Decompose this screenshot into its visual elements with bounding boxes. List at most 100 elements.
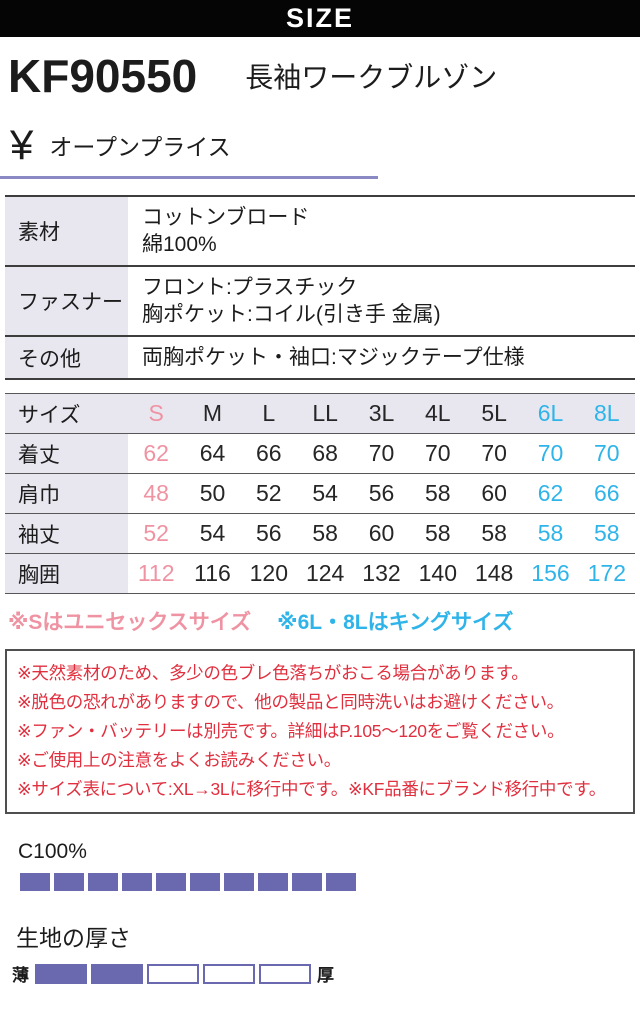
spec-value-line: フロント:プラスチック <box>142 276 358 299</box>
size-row-label: 肩巾 <box>5 474 128 513</box>
size-column-LL: LL <box>312 400 338 426</box>
size-value: 70 <box>481 440 507 466</box>
thickness-min-label: 薄 <box>12 966 29 985</box>
thickness-boxes <box>35 963 311 984</box>
size-value: 120 <box>249 560 288 586</box>
size-value: 66 <box>256 440 282 466</box>
spec-row-label: 素材 <box>5 197 128 265</box>
size-value: 58 <box>594 520 620 546</box>
material-square <box>258 873 288 891</box>
size-table: サイズ S M L LL 3L 4L 5L 6L 8L 着丈 62 64 66 68 70 70 70 70 70 肩巾… <box>5 393 635 594</box>
thickness-box <box>203 963 255 984</box>
size-column-3L: 3L <box>368 400 395 426</box>
size-header-label: サイズ <box>5 394 128 433</box>
size-value: 54 <box>199 520 226 546</box>
size-value: 56 <box>256 520 282 546</box>
price-row: ¥ オープンプライス <box>10 122 640 168</box>
size-value: 58 <box>312 520 338 546</box>
material-square <box>190 873 220 891</box>
warning-line-0: ※天然素材のため、多少の色ブレ色落ちがおこる場合があります。 <box>17 663 529 683</box>
material-bar <box>20 873 640 891</box>
spec-value-line: コットンブロード <box>142 206 310 229</box>
material-square <box>20 873 50 891</box>
spec-row-2: その他 両胸ポケット・袖口:マジックテープ仕様 <box>5 337 635 380</box>
material-square <box>292 873 322 891</box>
material-square <box>326 873 356 891</box>
size-value: 64 <box>199 440 226 466</box>
thickness-scale: 薄 厚 <box>12 961 640 986</box>
size-header-title: SIZE <box>285 3 354 33</box>
spec-table: 素材 コットンブロード 綿100% ファスナー フロント:プラスチック 胸ポケット:コイル… <box>5 195 635 380</box>
size-value: 60 <box>368 520 395 546</box>
size-value: 124 <box>305 560 345 586</box>
material-square <box>224 873 254 891</box>
size-row-label: 胸囲 <box>5 554 128 593</box>
size-column-5L: 5L <box>481 400 507 426</box>
product-name: 長袖ワークブルゾン <box>245 62 498 93</box>
warning-line-1: ※脱色の恐れがありますので、他の製品と同時洗いはお避けください。 <box>17 692 564 712</box>
size-note-1: ※6L・8Lはキングサイズ <box>277 611 514 634</box>
size-value: 60 <box>481 480 507 506</box>
size-value: 48 <box>143 480 169 506</box>
size-value: 52 <box>256 480 282 506</box>
size-column-S: S <box>148 400 164 426</box>
size-value: 68 <box>312 440 338 466</box>
size-value: 70 <box>368 440 395 466</box>
size-row-label: 着丈 <box>5 434 128 473</box>
material-composition: C100% <box>0 840 640 891</box>
thickness-max-label: 厚 <box>317 966 334 985</box>
size-value: 58 <box>537 520 564 546</box>
size-row-3: 胸囲 112 116 120 124 132 140 148 156 172 <box>5 554 635 594</box>
size-value: 70 <box>537 440 564 466</box>
size-spec-page: SIZE KF90550 長袖ワークブルゾン ¥ オープンプライス 素材 コットン… <box>0 0 640 986</box>
spec-row-value: コットンブロード 綿100% <box>128 197 635 265</box>
size-value: 66 <box>594 480 620 506</box>
price-text: オープンプライス <box>49 134 231 160</box>
product-code: KF90550 <box>8 50 198 102</box>
size-notes: ※Sはユニセックスサイズ ※6L・8Lはキングサイズ <box>8 606 640 636</box>
size-value: 116 <box>194 560 231 586</box>
size-note-0: ※Sはユニセックスサイズ <box>8 611 252 634</box>
thickness-box <box>259 963 311 984</box>
material-square <box>122 873 152 891</box>
spec-row-1: ファスナー フロント:プラスチック 胸ポケット:コイル(引き手 金属) <box>5 267 635 337</box>
price-underline <box>0 176 378 179</box>
size-header-bar: SIZE <box>0 0 640 37</box>
size-value: 58 <box>425 520 451 546</box>
size-value: 156 <box>531 560 570 586</box>
size-row-1: 肩巾 48 50 52 54 56 58 60 62 66 <box>5 474 635 514</box>
size-column-L: L <box>262 400 276 426</box>
thickness-title: 生地の厚さ <box>16 925 131 951</box>
size-row-0: 着丈 62 64 66 68 70 70 70 70 70 <box>5 434 635 474</box>
thickness-box <box>91 963 143 984</box>
size-value: 70 <box>425 440 451 466</box>
warning-line-4: ※サイズ表について:XL→3Lに移行中です。※KF品番にブランド移行中です。 <box>17 779 606 799</box>
spec-row-value: 両胸ポケット・袖口:マジックテープ仕様 <box>128 337 635 378</box>
material-square <box>54 873 84 891</box>
size-value: 54 <box>312 480 338 506</box>
spec-row-label: その他 <box>5 337 128 378</box>
spec-value-line: 綿100% <box>142 233 217 256</box>
size-value: 172 <box>587 560 626 586</box>
size-column-M: M <box>202 400 223 426</box>
size-column-8L: 8L <box>594 400 620 426</box>
size-value: 62 <box>537 480 564 506</box>
warning-line-2: ※ファン・バッテリーは別売です。詳細はP.105〜120をご覧ください。 <box>17 721 565 741</box>
thickness-box <box>147 963 199 984</box>
size-column-6L: 6L <box>537 400 564 426</box>
size-column-4L: 4L <box>425 400 451 426</box>
warning-box: ※天然素材のため、多少の色ブレ色落ちがおこる場合があります。 ※脱色の恐れがありま… <box>5 649 635 814</box>
fabric-thickness: 生地の厚さ 薄 厚 <box>0 919 640 986</box>
material-square <box>156 873 186 891</box>
size-header-row: サイズ S M L LL 3L 4L 5L 6L 8L <box>5 394 635 434</box>
size-row-2: 袖丈 52 54 56 58 60 58 58 58 58 <box>5 514 635 554</box>
size-value: 50 <box>199 480 226 506</box>
spec-value-line: 胸ポケット:コイル(引き手 金属) <box>142 303 441 326</box>
size-value: 62 <box>143 440 169 466</box>
material-label: C100% <box>18 840 87 863</box>
size-value: 58 <box>425 480 451 506</box>
size-value: 52 <box>143 520 169 546</box>
warning-line-3: ※ご使用上の注意をよくお読みください。 <box>17 750 341 770</box>
size-value: 148 <box>474 560 514 586</box>
spec-row-value: フロント:プラスチック胸ポケット:コイル(引き手 金属) <box>128 267 635 335</box>
